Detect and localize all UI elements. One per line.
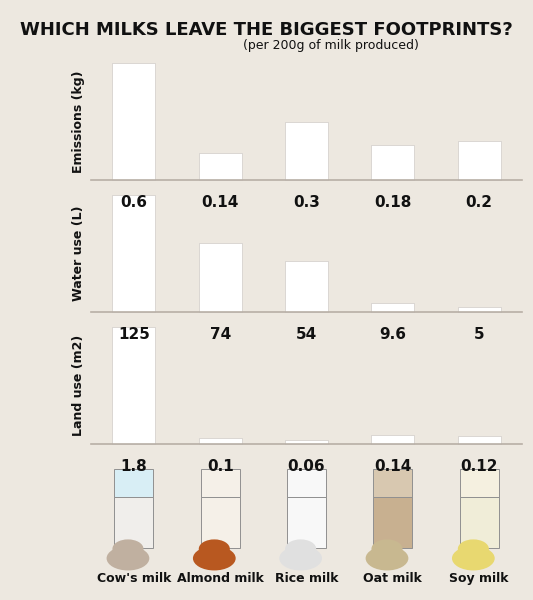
Bar: [374, 469, 412, 497]
Text: 0.14: 0.14: [201, 195, 239, 210]
Text: 0.18: 0.18: [374, 195, 411, 210]
Bar: [201, 469, 239, 497]
Ellipse shape: [107, 546, 149, 571]
Bar: [199, 437, 242, 444]
Bar: [287, 497, 326, 547]
Text: 0.6: 0.6: [120, 195, 147, 210]
Ellipse shape: [199, 539, 230, 558]
Text: 74: 74: [209, 327, 231, 342]
Text: WHICH MILKS LEAVE THE BIGGEST FOOTPRINTS?: WHICH MILKS LEAVE THE BIGGEST FOOTPRINTS…: [20, 21, 513, 39]
Text: 0.12: 0.12: [461, 459, 498, 474]
Bar: [457, 141, 501, 180]
Bar: [112, 63, 156, 180]
Ellipse shape: [285, 539, 316, 558]
Bar: [201, 497, 239, 547]
Text: 125: 125: [118, 327, 150, 342]
Text: Rice milk: Rice milk: [274, 572, 338, 586]
Ellipse shape: [279, 546, 322, 571]
Text: Land use (m2): Land use (m2): [72, 335, 85, 436]
Text: (per 200g of milk produced): (per 200g of milk produced): [243, 39, 418, 52]
Text: 9.6: 9.6: [379, 327, 406, 342]
Ellipse shape: [366, 546, 408, 571]
Text: 0.3: 0.3: [293, 195, 320, 210]
Text: Oat milk: Oat milk: [364, 572, 422, 586]
Text: Cow's milk: Cow's milk: [96, 572, 171, 586]
Text: 0.1: 0.1: [207, 459, 233, 474]
Bar: [285, 262, 328, 312]
Bar: [457, 307, 501, 312]
Text: 0.14: 0.14: [374, 459, 411, 474]
Text: Almond milk: Almond milk: [177, 572, 263, 586]
Bar: [460, 469, 498, 497]
Bar: [287, 469, 326, 497]
Ellipse shape: [112, 539, 143, 558]
Text: 0.2: 0.2: [466, 195, 492, 210]
Bar: [460, 497, 498, 547]
Bar: [374, 497, 412, 547]
Bar: [112, 327, 156, 444]
Text: 54: 54: [296, 327, 317, 342]
Text: 1.8: 1.8: [120, 459, 147, 474]
Ellipse shape: [458, 539, 489, 558]
Bar: [112, 195, 156, 312]
Ellipse shape: [372, 539, 402, 558]
Text: 5: 5: [474, 327, 484, 342]
Bar: [371, 435, 415, 444]
Bar: [199, 152, 242, 180]
Text: Water use (L): Water use (L): [72, 206, 85, 301]
Ellipse shape: [452, 546, 495, 571]
Bar: [115, 497, 153, 547]
Bar: [371, 145, 415, 180]
Text: Soy milk: Soy milk: [449, 572, 509, 586]
Bar: [199, 243, 242, 312]
Text: 0.06: 0.06: [288, 459, 325, 474]
Bar: [371, 303, 415, 312]
Ellipse shape: [193, 546, 236, 571]
Bar: [115, 469, 153, 497]
Bar: [457, 436, 501, 444]
Bar: [285, 440, 328, 444]
Bar: [285, 121, 328, 180]
Text: Emissions (kg): Emissions (kg): [72, 70, 85, 173]
